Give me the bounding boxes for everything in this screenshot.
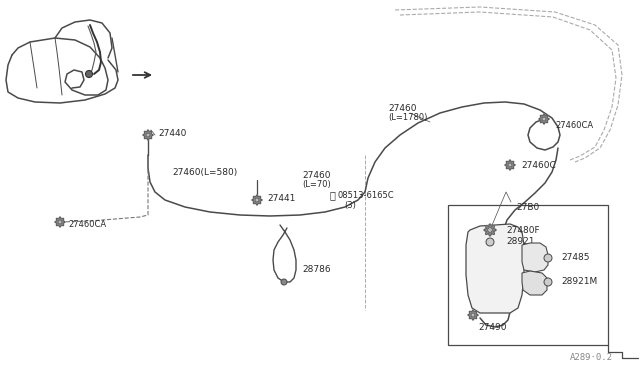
Text: A289·0.2: A289·0.2 xyxy=(570,353,613,362)
Text: 27440: 27440 xyxy=(158,128,186,138)
Circle shape xyxy=(58,220,62,224)
Text: 27490: 27490 xyxy=(478,323,506,331)
Circle shape xyxy=(486,238,494,246)
Polygon shape xyxy=(484,224,496,236)
Polygon shape xyxy=(505,160,515,170)
Text: 27460CA: 27460CA xyxy=(555,121,593,129)
Text: (3): (3) xyxy=(344,201,356,209)
Text: 27460: 27460 xyxy=(388,103,417,112)
Circle shape xyxy=(488,228,492,232)
Text: (L=70): (L=70) xyxy=(302,180,331,189)
Circle shape xyxy=(508,163,512,167)
Polygon shape xyxy=(252,195,262,205)
Text: 27485: 27485 xyxy=(561,253,589,263)
Text: 27460CA: 27460CA xyxy=(68,219,106,228)
Text: 27480F: 27480F xyxy=(506,225,540,234)
Circle shape xyxy=(146,133,150,137)
Polygon shape xyxy=(522,243,548,272)
Circle shape xyxy=(542,117,546,121)
Text: (L=1780): (L=1780) xyxy=(388,112,428,122)
Polygon shape xyxy=(468,310,478,320)
Circle shape xyxy=(281,279,287,285)
Circle shape xyxy=(471,313,475,317)
Polygon shape xyxy=(466,224,524,313)
Polygon shape xyxy=(539,114,549,124)
Polygon shape xyxy=(55,217,65,227)
Text: 28921: 28921 xyxy=(506,237,534,246)
Text: 27B0: 27B0 xyxy=(516,202,540,212)
Circle shape xyxy=(544,278,552,286)
Circle shape xyxy=(544,254,552,262)
Polygon shape xyxy=(522,271,547,295)
Polygon shape xyxy=(143,130,153,140)
Text: 28921M: 28921M xyxy=(561,278,597,286)
Text: 28786: 28786 xyxy=(302,266,331,275)
Text: 27460(L=580): 27460(L=580) xyxy=(172,167,237,176)
Text: 27460C: 27460C xyxy=(521,160,556,170)
Text: 27441: 27441 xyxy=(267,193,296,202)
Circle shape xyxy=(86,71,93,77)
Text: 08513-6165C: 08513-6165C xyxy=(338,190,395,199)
Text: Ⓞ: Ⓞ xyxy=(330,190,336,200)
Circle shape xyxy=(255,198,259,202)
Bar xyxy=(448,205,608,345)
Text: 27460: 27460 xyxy=(302,170,330,180)
